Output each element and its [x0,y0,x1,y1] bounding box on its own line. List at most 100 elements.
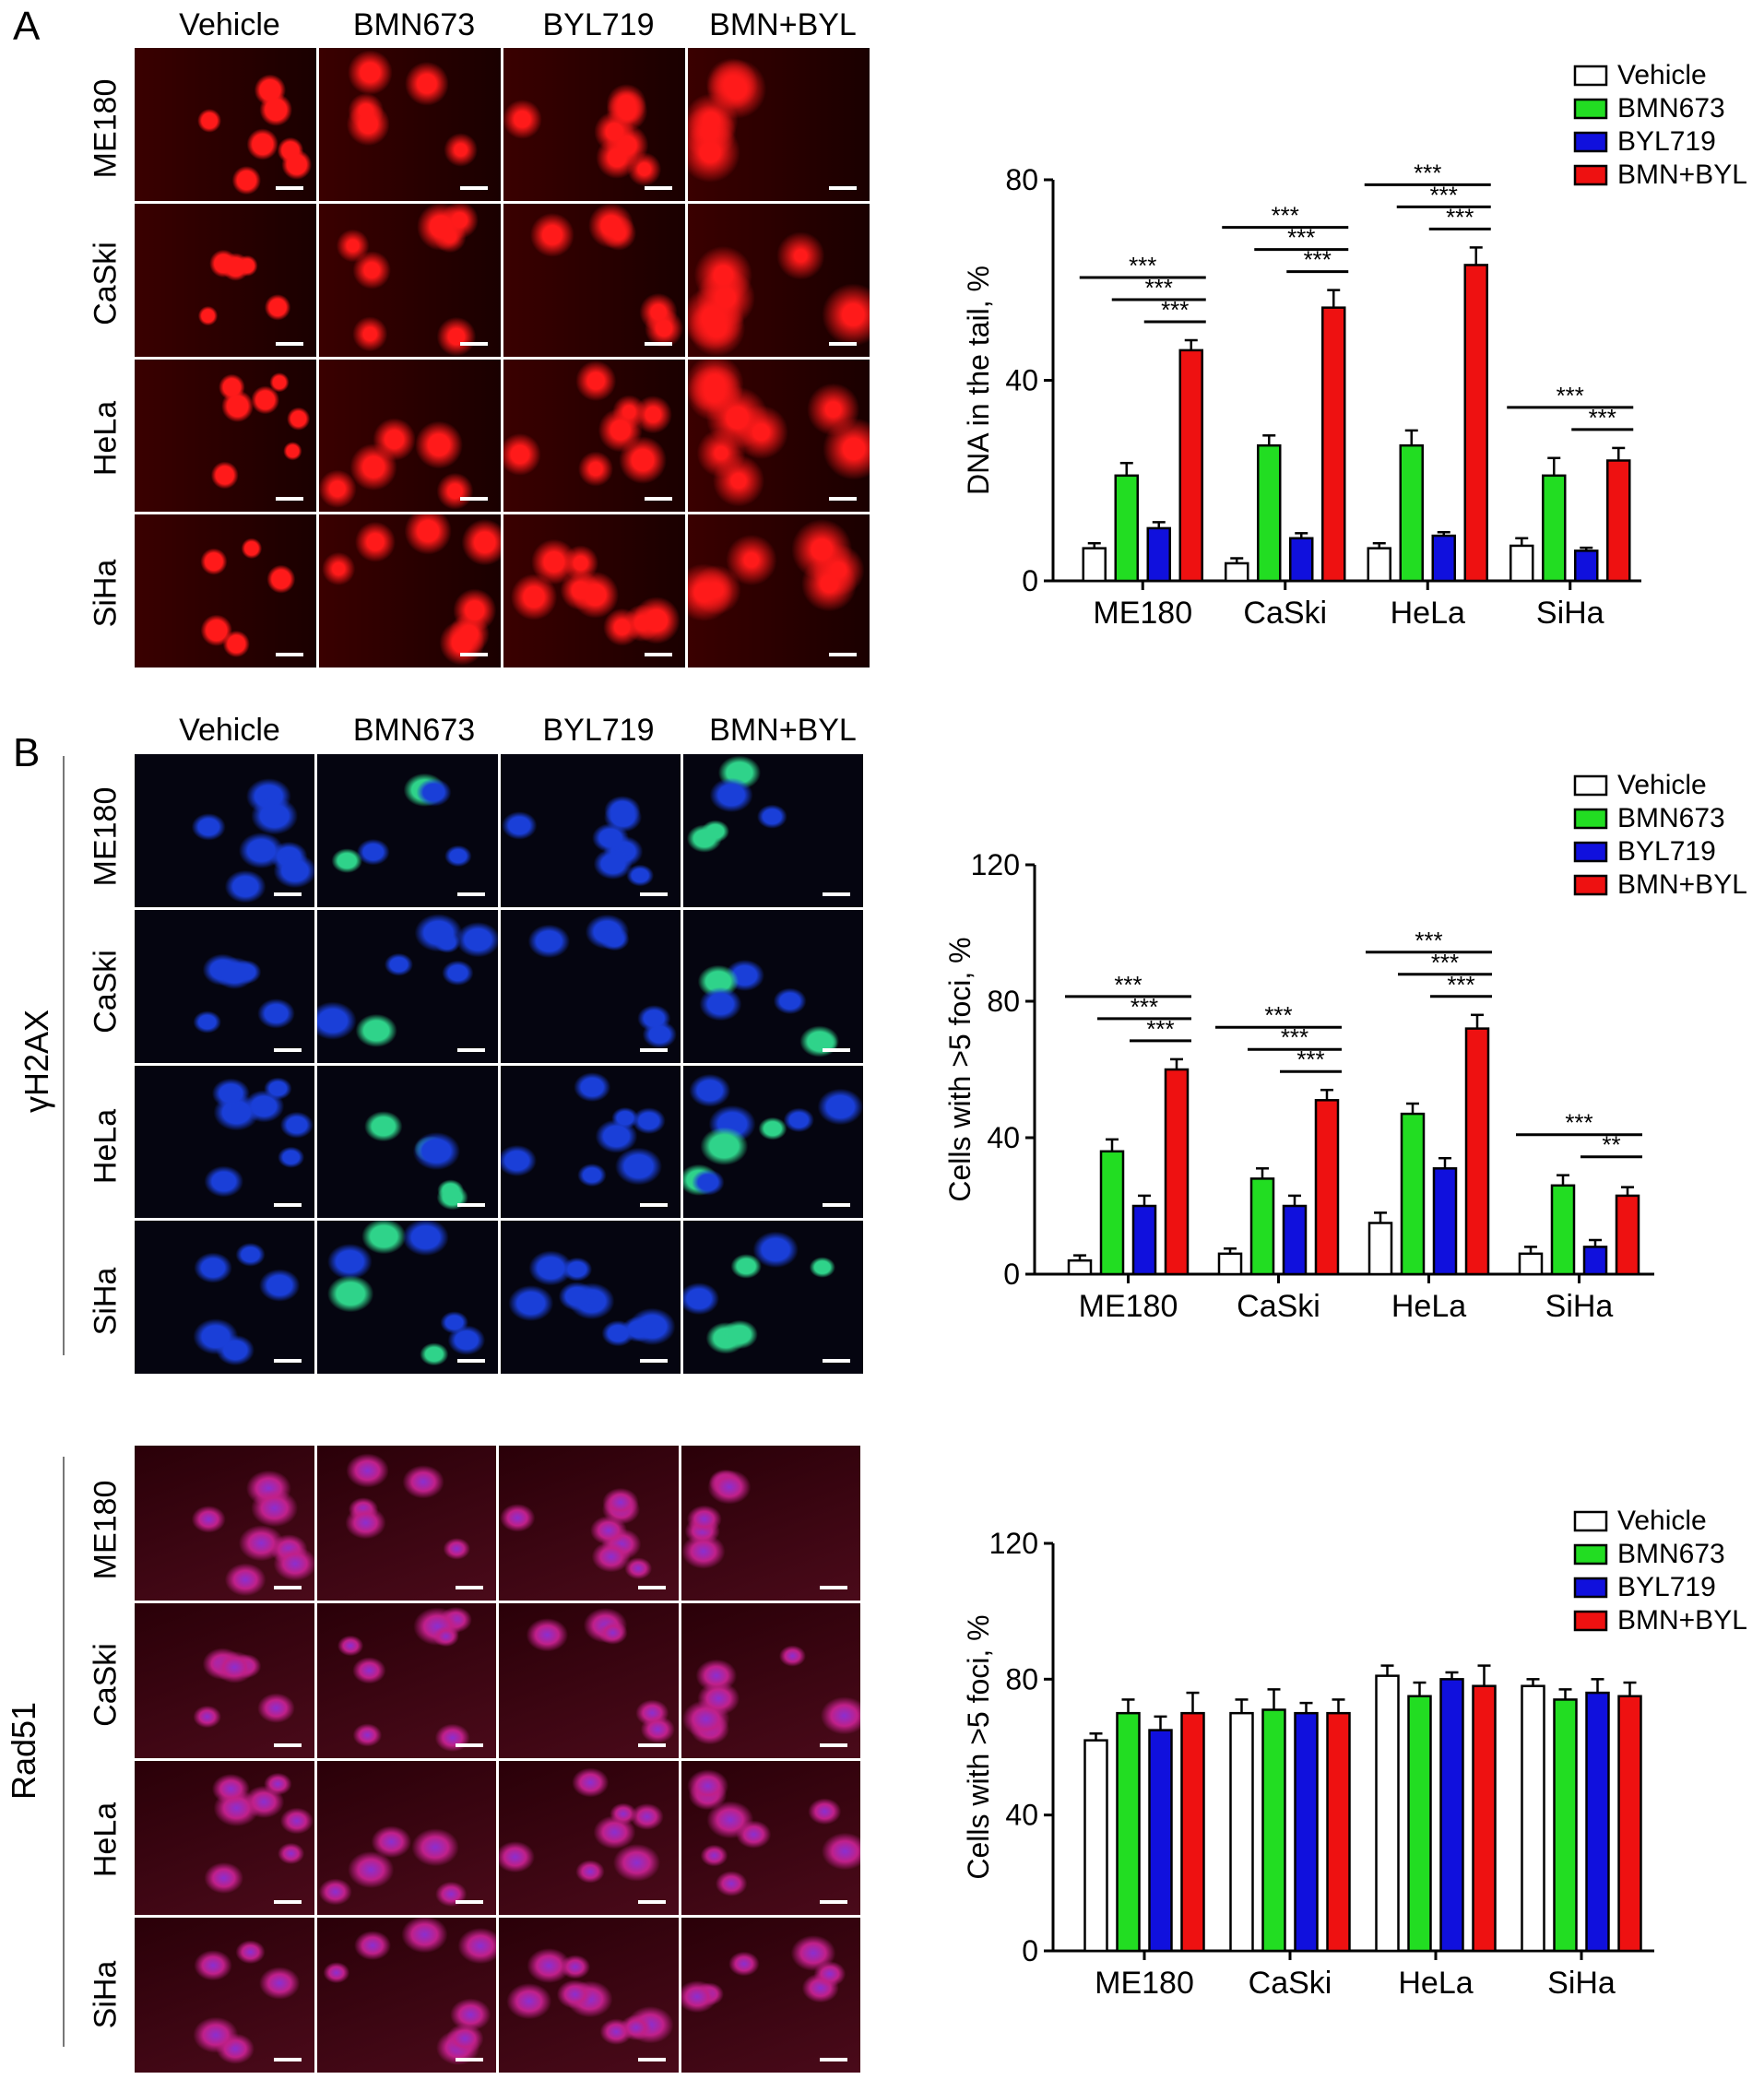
h2ax-image-me180-2 [500,754,681,907]
comet-image-me180-0 [135,48,316,201]
bar-byl719-siha [1582,1246,1608,1276]
comet-image-me180-2 [503,48,685,201]
row-label-me180-a: ME180 [88,78,124,179]
h2ax-image-hela-0 [135,1065,315,1219]
rad51-image-siha-3 [681,1918,860,2073]
bar-bmnbyl-me180 [1180,1711,1205,1953]
significance-label: *** [1272,202,1299,230]
y-axis-label: Cells with >5 foci, % [943,937,977,1201]
x-tick-label: ME180 [1095,1966,1194,2001]
bar-bmnbyl-siha [1606,459,1631,583]
row-label-me180-c: ME180 [88,1480,124,1580]
scale-bar [274,892,302,896]
scale-bar [273,2058,302,2061]
h2ax-image-me180-3 [682,754,863,907]
bar-bmnbyl-caski [1321,306,1346,583]
legend-label-vehicle: Vehicle [1617,1506,1707,1536]
bar-bmn673-me180 [1114,474,1139,583]
h2ax-image-siha-2 [500,1221,681,1374]
legend-swatch-bmnbyl [1573,1610,1608,1632]
col-label-byl719-b: BYL719 [542,713,655,748]
rad51-image-grid [135,1446,860,2073]
bar-vehicle-me180 [1067,1258,1093,1276]
legend-label-bmn673: BMN673 [1617,803,1725,833]
h2ax-image-caski-0 [135,909,315,1063]
scale-bar [639,1359,668,1363]
x-tick-label: HeLa [1391,596,1465,631]
bar-byl719-hela [1432,1167,1458,1276]
row-label-siha-a: SiHa [88,559,124,628]
bar-bmn673-hela [1400,1112,1426,1276]
x-tick-label: HeLa [1398,1966,1473,2001]
scale-bar [829,653,857,656]
legend-swatch-bmn673 [1573,808,1608,830]
col-label-bmnbyl-b: BMN+BYL [709,713,857,748]
x-tick-label: ME180 [1093,596,1192,631]
significance-label: ** [1602,1131,1620,1159]
scale-bar [456,1203,485,1208]
row-label-hela-c: HeLa [88,1802,124,1878]
bar-bmnbyl-caski [1314,1099,1340,1276]
legend-swatch-byl719 [1573,131,1608,153]
scale-bar [823,1047,850,1052]
bar-vehicle-me180 [1083,1739,1108,1953]
y-tick-label: 80 [987,985,1020,1018]
bar-bmn673-caski [1249,1177,1275,1276]
bar-bmn673-me180 [1099,1150,1125,1276]
comet-image-siha-2 [503,514,685,667]
rad51-image-hela-1 [316,1760,496,1916]
h2ax-image-caski-1 [317,909,498,1063]
scale-bar [273,1742,302,1747]
scale-bar [456,1047,485,1052]
y-tick-label: 40 [1005,1799,1038,1832]
scale-bar [456,892,485,896]
x-tick-label: HeLa [1391,1289,1466,1324]
bar-byl719-caski [1289,537,1314,583]
legend-label-bmn673: BMN673 [1617,1539,1725,1569]
legend-label-bmnbyl: BMN+BYL [1617,1605,1747,1636]
row-label-hela-a: HeLa [88,400,124,477]
comet-image-hela-1 [319,359,501,513]
scale-bar [276,185,303,190]
bar-bmn673-caski [1257,443,1282,583]
x-tick-label: SiHa [1545,1289,1614,1324]
rad51-image-hela-2 [499,1760,679,1916]
x-tick-label: CaSki [1243,596,1327,631]
chart-rad51-foci: 0 40 80 120 Cells with >5 foci, % ME180 CaSki H… [962,1506,1747,2001]
scale-bar [645,185,672,190]
comet-image-hela-3 [688,359,870,513]
comet-image-caski-1 [319,203,501,357]
bar-vehicle-caski [1225,561,1249,583]
panel-letter-a: A [13,4,41,49]
scale-bar [460,185,488,190]
legend-swatch-vehicle [1573,774,1608,797]
row-label-me180-b: ME180 [88,786,124,887]
scale-bar [637,1900,666,1905]
scale-bar [645,653,672,656]
scale-bar [829,341,857,346]
row-label-hela-b: HeLa [88,1108,124,1185]
y-tick-label: 40 [987,1121,1020,1154]
bar-bmnbyl-hela [1464,1027,1490,1276]
panel-letter-b: B [13,730,41,775]
bar-bmnbyl-caski [1326,1711,1351,1953]
scale-bar [820,2058,847,2061]
comet-image-siha-3 [688,514,870,667]
h2ax-image-hela-2 [500,1065,681,1219]
bar-vehicle-hela [1367,1222,1393,1276]
h2ax-image-hela-3 [682,1065,863,1219]
significance-label: *** [1129,252,1156,279]
legend-swatch-bmnbyl [1573,874,1608,896]
scale-bar [645,341,672,346]
rad51-image-siha-0 [135,1918,314,2073]
h2ax-image-siha-3 [682,1221,863,1374]
bar-bmnbyl-hela [1463,264,1488,583]
significance-label: *** [1557,382,1584,409]
scale-bar [823,1203,850,1208]
scale-bar [637,1585,666,1589]
scale-bar [637,1742,666,1747]
legend-swatch-vehicle [1573,1510,1608,1532]
rad51-image-me180-3 [681,1446,860,1601]
bar-bmn673-hela [1399,443,1424,583]
significance-label: *** [1414,159,1441,186]
